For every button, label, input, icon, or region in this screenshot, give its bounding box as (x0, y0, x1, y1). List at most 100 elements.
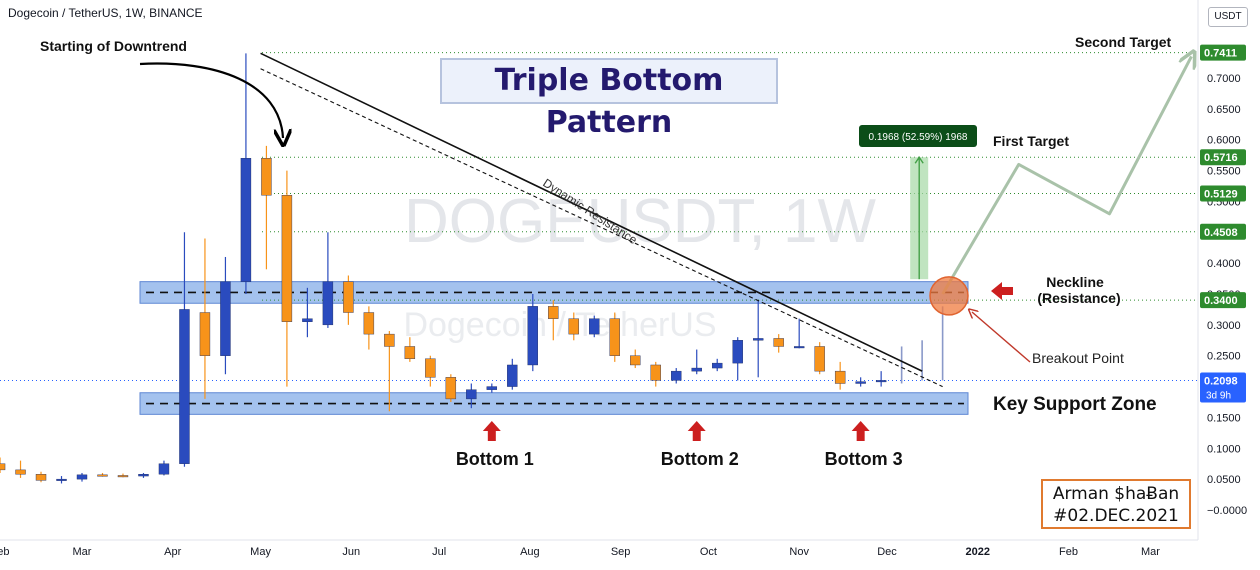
candle-body (650, 364, 661, 381)
candle-body (199, 312, 211, 356)
level-label-bg (1200, 149, 1246, 166)
candle-body (425, 358, 436, 378)
second-target-label: Second Target (1075, 34, 1172, 50)
measure-arrow-head (914, 155, 924, 164)
x-tick-label: Nov (789, 546, 809, 558)
candle-body (281, 195, 293, 322)
x-tick-label: Mar (1141, 546, 1160, 558)
measure-label-bg (859, 125, 977, 147)
x-tick-label: Jun (342, 546, 360, 558)
y-tick-label: 0.6500 (1207, 104, 1241, 116)
candle-body (343, 281, 354, 313)
y-tick-label: 0.1000 (1207, 443, 1241, 455)
candle-body (814, 346, 825, 372)
candle-body (793, 346, 805, 349)
candle-body (117, 475, 129, 478)
candle-body (179, 309, 190, 464)
candle-body (322, 281, 334, 326)
level-label: 0.4508 (1204, 227, 1238, 239)
candle-body (548, 306, 559, 319)
level-label: 0.7411 (1204, 48, 1237, 60)
y-tick-label: 0.3000 (1207, 320, 1241, 332)
downtrend-arrow (139, 62, 283, 138)
candle-body (589, 318, 600, 335)
neckline-label: Neckline (1046, 274, 1104, 290)
candle-body (630, 355, 641, 366)
candle-body (609, 318, 620, 356)
y-tick-label: 0.1500 (1207, 412, 1241, 424)
first-target-label: First Target (993, 133, 1069, 149)
candle-body (363, 312, 375, 335)
candle-body (753, 338, 764, 341)
price-countdown: 3d 9h (1206, 391, 1231, 402)
breakout-circle (929, 276, 969, 316)
current-price-bg (1200, 372, 1246, 403)
candle-body (855, 381, 866, 384)
candle-body (15, 469, 26, 475)
x-tick-label: 2022 (966, 546, 990, 558)
candle-body (466, 389, 477, 400)
author-name: Arman $haɃan (1052, 484, 1180, 504)
candle-body (76, 474, 88, 480)
breakout-label: Breakout Point (1032, 350, 1124, 366)
candle-body (302, 318, 313, 322)
watermark-symbol: DOGEUSDT, 1W (404, 187, 876, 256)
candle-body (834, 370, 846, 384)
level-label-bg (1200, 223, 1246, 240)
x-tick-label: Jul (432, 546, 446, 558)
candle-body (507, 364, 518, 387)
y-tick-label: 0.4000 (1207, 258, 1241, 270)
candle-body (568, 318, 579, 335)
y-tick-label: 0.5500 (1207, 166, 1241, 178)
candle-body (56, 478, 67, 481)
downtrend-label: Starting of Downtrend (40, 38, 187, 54)
breakout-arrow (972, 312, 1031, 363)
candle-body (0, 463, 6, 471)
y-tick-label: 0.2500 (1207, 351, 1241, 363)
currency-button[interactable]: USDT (1208, 7, 1248, 27)
candle-body (97, 474, 108, 477)
candle-body (445, 377, 457, 400)
bottom-label: Bottom 3 (825, 449, 903, 469)
candle-body (486, 386, 498, 390)
candle-body (220, 281, 231, 356)
level-label-bg (1200, 292, 1246, 309)
y-tick-label: 0.0500 (1207, 474, 1241, 486)
candle-body (384, 333, 395, 347)
x-tick-label: Mar (73, 546, 92, 558)
x-tick-label: Aug (520, 546, 540, 558)
candle-body (404, 346, 416, 360)
current-price-label: 0.2098 (1204, 376, 1238, 388)
candle-body (158, 463, 170, 475)
candle-body (35, 474, 47, 481)
candle-body (732, 340, 743, 364)
x-tick-label: Sep (611, 546, 631, 558)
author-signature: Arman $haɃan #02.DEC.2021 (1041, 479, 1191, 529)
publish-date: #02.DEC.2021 (1053, 506, 1179, 526)
target-projection-path (941, 56, 1192, 295)
candle-body (527, 306, 538, 366)
watermark-name: Dogecoin / TetherUS (403, 306, 716, 344)
candle-body (138, 474, 149, 477)
candle-body (875, 380, 887, 383)
x-tick-label: May (250, 546, 271, 558)
y-tick-label: 0.6000 (1207, 135, 1241, 147)
neckline-arrow (991, 282, 1013, 300)
x-tick-label: Feb (0, 546, 10, 558)
dynamic-resistance-line (260, 52, 923, 372)
bottom-arrow (851, 421, 870, 441)
level-label: 0.5716 (1204, 152, 1238, 164)
x-tick-label: Apr (164, 546, 181, 558)
level-label: 0.5129 (1204, 188, 1238, 200)
x-tick-label: Oct (700, 546, 717, 558)
neckline-sublabel: (Resistance) (1037, 290, 1120, 306)
bottom-label: Bottom 1 (456, 449, 534, 469)
key-support-label: Key Support Zone (993, 394, 1157, 415)
level-label: 0.3400 (1204, 295, 1238, 307)
bottom-arrow (482, 421, 501, 441)
candle-body (240, 158, 252, 282)
candle-body (773, 338, 784, 347)
measure-label: 0.1968 (52.59%) 1968 (869, 132, 968, 143)
